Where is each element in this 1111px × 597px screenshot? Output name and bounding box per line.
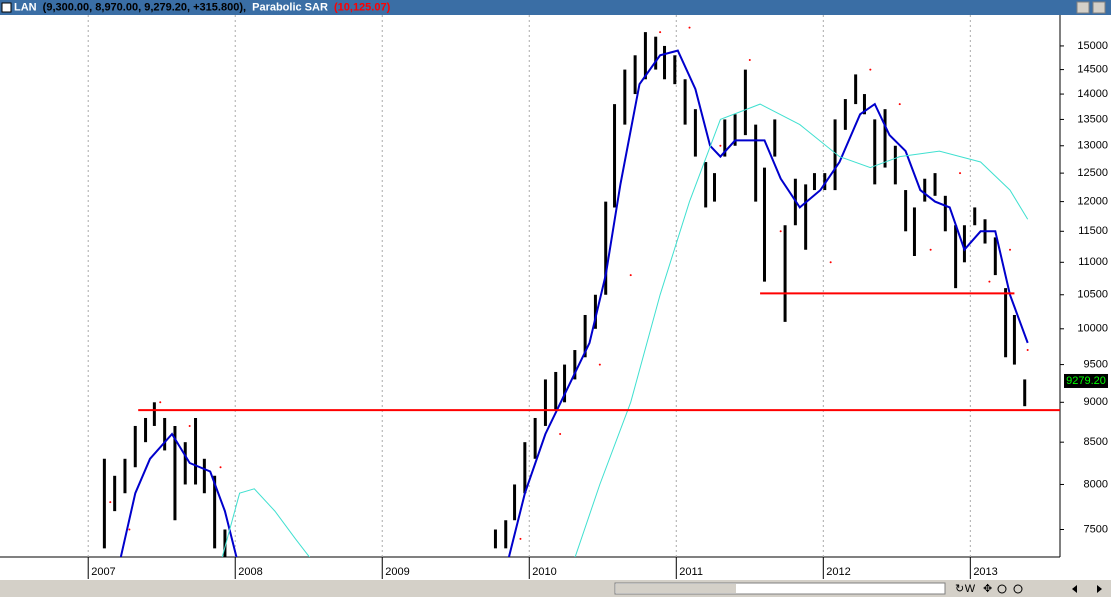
- indicator-value: (10,125.07): [334, 1, 391, 13]
- sar-dot: [629, 274, 632, 277]
- last-price-box: [1064, 373, 1108, 388]
- y-tick-label: 9500: [1084, 358, 1108, 370]
- y-tick-label: 11500: [1078, 225, 1108, 237]
- sar-dot: [959, 172, 962, 175]
- x-tick-label: 2010: [532, 566, 556, 578]
- close-button[interactable]: [1092, 1, 1106, 14]
- sar-dot: [898, 103, 901, 106]
- x-tick-label: 2013: [973, 566, 997, 578]
- toolbar-icon[interactable]: ↻: [955, 583, 964, 595]
- sar-dot: [659, 31, 662, 34]
- sar-dot: [598, 363, 601, 366]
- y-tick-label: 10500: [1077, 289, 1108, 301]
- toolbar-icon[interactable]: ✥: [983, 583, 992, 595]
- sar-dot: [1009, 248, 1012, 251]
- y-tick-label: 10000: [1077, 323, 1108, 335]
- sar-dot: [159, 401, 162, 404]
- header-text: LAN (9,300.00, 8,970.00, 9,279.20, +315.…: [14, 1, 391, 13]
- y-tick-label: 8000: [1084, 478, 1108, 490]
- header-icon: [1, 2, 12, 13]
- y-tick-label: 9000: [1084, 396, 1108, 408]
- y-tick-label: 14500: [1077, 63, 1108, 75]
- sar-dot: [829, 261, 832, 264]
- sar-dot: [519, 537, 522, 540]
- scrollbar[interactable]: [614, 582, 946, 595]
- plot-area: [87, 15, 1060, 557]
- x-tick-label: 2009: [385, 566, 409, 578]
- sar-dot: [929, 248, 932, 251]
- zoom-in[interactable]: [1013, 584, 1023, 594]
- sar-dot: [109, 501, 112, 504]
- x-tick-label: 2012: [826, 566, 850, 578]
- y-tick-label: 15000: [1077, 40, 1108, 52]
- zoom-out[interactable]: [997, 584, 1007, 594]
- x-tick-label: 2007: [91, 566, 115, 578]
- sar-dot: [719, 144, 722, 147]
- y-tick-label: 12500: [1077, 167, 1108, 179]
- sar-dot: [128, 528, 131, 531]
- sar-dot: [779, 230, 782, 233]
- y-tick-label: 14000: [1077, 88, 1108, 100]
- symbol-values: (9,300.00, 8,970.00, 9,279.20, +315.800)…: [43, 1, 246, 13]
- y-tick-label: 13500: [1077, 113, 1108, 125]
- y-tick-label: 8500: [1084, 436, 1108, 448]
- sar-dot: [219, 466, 222, 469]
- x-tick-label: 2011: [679, 566, 703, 578]
- scroll-thumb[interactable]: [616, 584, 736, 593]
- toolbar-label[interactable]: W: [965, 583, 976, 595]
- sar-dot: [988, 280, 991, 283]
- scroll-right[interactable]: [1097, 585, 1102, 593]
- y-tick-label: 11000: [1078, 256, 1108, 268]
- restore-button[interactable]: [1076, 1, 1090, 14]
- y-tick-label: 13000: [1077, 140, 1108, 152]
- sar-dot: [748, 59, 751, 62]
- y-tick-label: 12000: [1077, 196, 1108, 208]
- sar-dot: [869, 68, 872, 71]
- indicator: Parabolic SAR: [252, 1, 328, 13]
- last-price-label: 9279.20: [1066, 375, 1106, 387]
- sar-dot: [559, 433, 562, 436]
- sar-dot: [1026, 349, 1029, 352]
- symbol: LAN: [14, 1, 37, 13]
- header-bar: [0, 0, 1111, 15]
- moving-average: [119, 49, 1029, 557]
- sar-dot: [188, 424, 191, 427]
- scroll-left[interactable]: [1072, 585, 1077, 593]
- moving-average: [221, 103, 1029, 557]
- y-tick-label: 7500: [1084, 523, 1108, 535]
- sar-dot: [688, 26, 691, 29]
- x-tick-label: 2008: [238, 566, 262, 578]
